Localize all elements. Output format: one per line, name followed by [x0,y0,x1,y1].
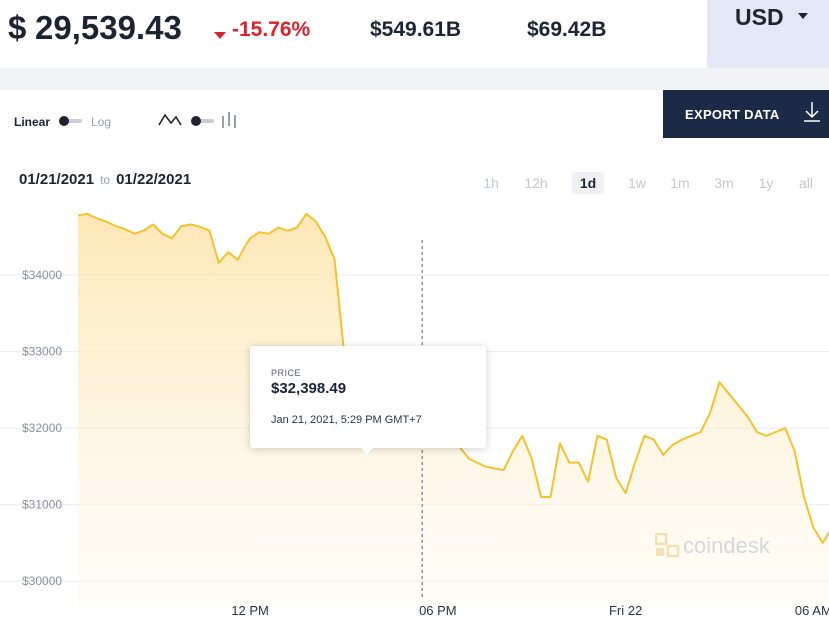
y-tick-label: $30000 [22,574,62,588]
export-data-button[interactable]: EXPORT DATA [663,90,829,138]
y-tick-label: $32000 [22,421,62,435]
scale-toggle[interactable] [59,116,82,126]
range-1h[interactable]: 1h [483,175,499,191]
coindesk-logo-icon [655,533,680,558]
date-range: 01/21/2021 to 01/22/2021 [19,171,191,188]
price-currency-symbol: $ [8,9,27,46]
price-change-percent: -15.76% [232,18,311,41]
scale-toggle-knob [59,116,69,126]
linear-scale-label: Linear [14,115,51,129]
time-range-selector: 1h 12h 1d 1w 1m 3m 1y all [0,172,829,196]
tooltip-price: $32,398.49 [271,380,347,397]
x-tick-label: 06 AM [795,603,829,618]
currency-selected: USD [735,4,784,30]
price-series-line [77,212,829,544]
y-tick-label: $31000 [22,498,62,512]
range-12h[interactable]: 12h [524,175,548,191]
chart-type-toggle-knob [191,116,201,126]
tooltip-datetime: Jan 21, 2021, 5:29 PM GMT+7 [271,414,422,426]
tooltip-pointer [360,447,374,454]
date-range-separator: to [100,173,111,187]
down-arrow-icon [214,32,226,39]
currency-dropdown[interactable]: USD [707,0,829,68]
price-tooltip: PRICE $32,398.49 Jan 21, 2021, 5:29 PM G… [250,346,486,454]
x-tick-label: Fri 22 [609,603,642,618]
range-1w[interactable]: 1w [628,175,646,191]
range-1m[interactable]: 1m [670,175,690,191]
download-icon [804,102,820,122]
tooltip-label: PRICE [271,368,302,378]
export-data-label: EXPORT DATA [685,107,780,122]
chevron-down-icon [798,13,808,19]
range-all[interactable]: all [798,175,813,191]
line-chart-icon [158,113,182,126]
market-cap-value: $549.61B [370,18,462,41]
header-divider-band [0,68,829,90]
chart-toolbar: Linear Log [0,90,829,150]
y-tick-label: $33000 [22,345,62,359]
ticker-header: $ 29,539.43 -15.76% $549.61B $69.42B USD [0,0,829,68]
current-price: 29,539.43 [35,9,182,46]
volume-value: $69.42B [527,18,607,41]
chart-type-toggle[interactable] [191,116,214,126]
range-1d[interactable]: 1d [572,172,604,194]
x-tick-label: 06 PM [419,603,457,618]
date-to[interactable]: 01/22/2021 [116,171,192,188]
price-area-fill [78,213,829,608]
y-tick-label: $34000 [22,268,62,282]
x-tick-label: 12 PM [231,603,269,618]
range-1y[interactable]: 1y [758,175,774,191]
log-scale-label: Log [91,115,112,129]
candlestick-chart-icon [222,112,236,128]
date-from[interactable]: 01/21/2021 [19,171,95,188]
coindesk-watermark: coindesk [683,533,770,558]
price-chart[interactable]: $30000 $31000 $32000 $33000 $34000 12 PM 06 P… [0,210,829,628]
range-3m[interactable]: 3m [714,175,734,191]
